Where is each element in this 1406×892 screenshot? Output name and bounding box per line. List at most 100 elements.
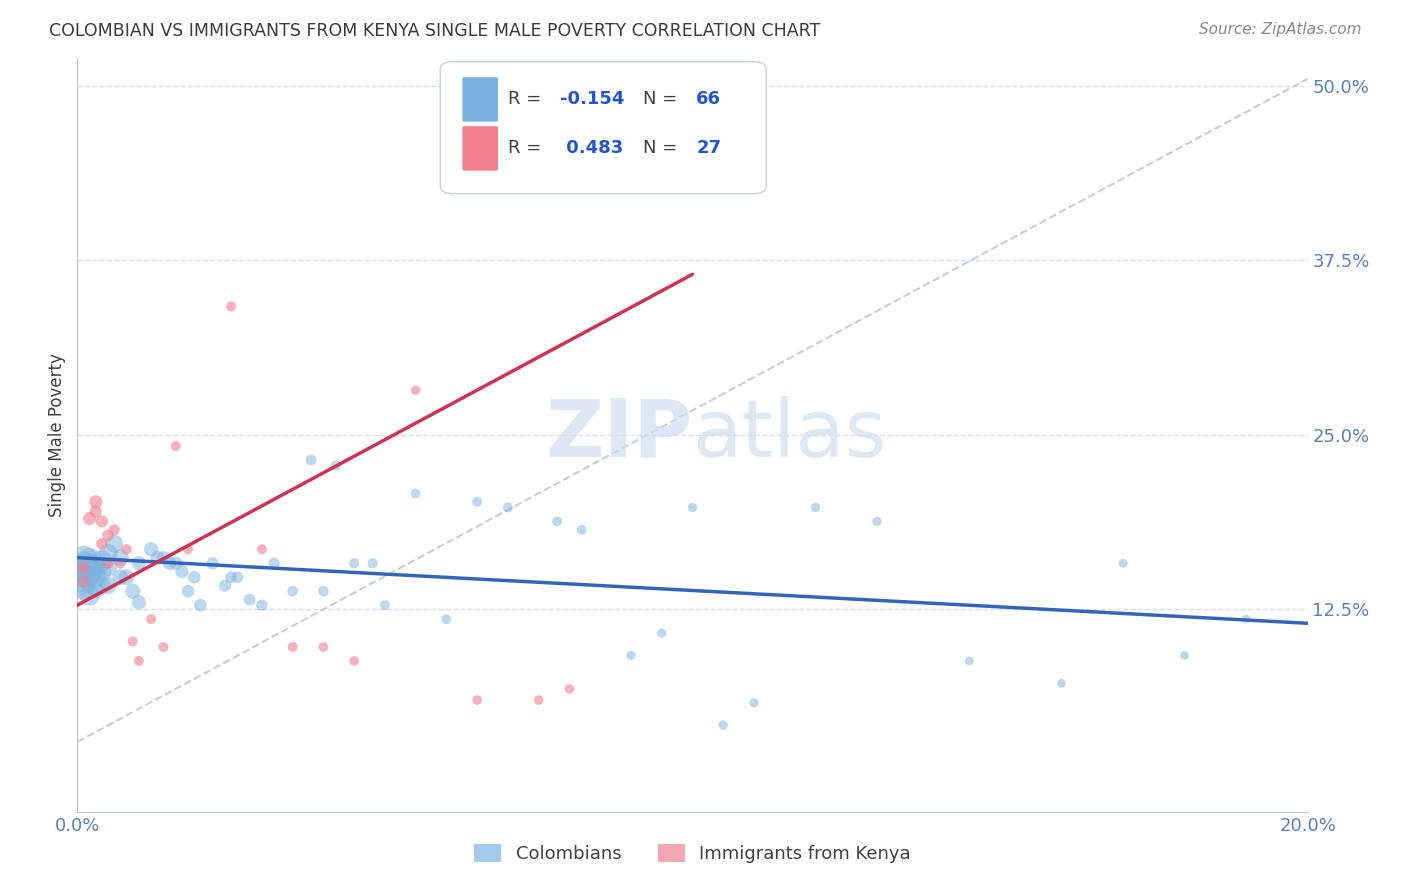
Point (343, 654, 366, 668)
Point (239, 592, 262, 607)
Point (115, 570, 138, 584)
Point (79, 553, 101, 567)
Point (214, 579, 236, 593)
Point (90, 553, 114, 567)
Point (527, 693, 550, 707)
Text: N =: N = (644, 139, 683, 157)
Point (165, 556, 187, 570)
Text: 27: 27 (696, 139, 721, 157)
Text: Source: ZipAtlas.com: Source: ZipAtlas.com (1198, 22, 1361, 37)
Point (281, 640, 304, 654)
Point (90, 579, 114, 593)
Point (110, 570, 132, 584)
Point (141, 612, 163, 626)
Point (299, 453, 322, 467)
Text: 66: 66 (696, 90, 721, 109)
Point (1174, 648, 1197, 663)
Point (152, 640, 174, 654)
Point (90, 565, 114, 579)
Text: -0.154: -0.154 (560, 90, 624, 109)
Text: R =: R = (508, 139, 547, 157)
Point (84, 560, 107, 574)
Point (72, 574, 94, 589)
Point (72, 582, 94, 596)
Point (84, 505, 107, 519)
Point (84, 495, 107, 509)
Point (79, 560, 101, 574)
Point (281, 584, 304, 599)
Point (711, 718, 734, 732)
Point (465, 495, 488, 509)
Point (188, 598, 212, 612)
Point (128, 654, 150, 668)
Point (405, 486, 427, 500)
Point (226, 570, 249, 584)
Point (165, 439, 187, 453)
Point (84, 582, 107, 596)
Point (436, 612, 458, 626)
Point (72, 553, 94, 567)
Point (405, 383, 427, 397)
Point (79, 511, 101, 525)
Point (110, 550, 132, 565)
Point (177, 542, 200, 557)
Point (571, 523, 593, 537)
Point (90, 515, 114, 529)
Point (72, 560, 94, 574)
Point (72, 574, 94, 589)
Legend: Colombians, Immigrants from Kenya: Colombians, Immigrants from Kenya (467, 837, 918, 871)
Point (84, 570, 107, 584)
Point (177, 584, 200, 599)
Point (219, 570, 242, 584)
Point (465, 693, 488, 707)
Text: 0.483: 0.483 (560, 139, 623, 157)
Point (1234, 612, 1257, 626)
Point (141, 542, 163, 557)
Point (651, 626, 673, 640)
Point (325, 458, 347, 473)
Point (128, 556, 150, 570)
Point (620, 648, 643, 663)
Point (97, 579, 120, 593)
Point (558, 681, 581, 696)
Point (79, 567, 101, 582)
Point (201, 556, 224, 570)
Point (682, 500, 704, 515)
Point (866, 515, 889, 529)
Point (263, 556, 285, 570)
Point (90, 537, 114, 551)
Point (72, 560, 94, 574)
Point (546, 515, 568, 529)
Point (343, 556, 366, 570)
FancyBboxPatch shape (440, 62, 766, 194)
Point (79, 588, 101, 602)
Point (361, 556, 384, 570)
Point (957, 654, 980, 668)
Text: N =: N = (644, 90, 683, 109)
Point (97, 528, 120, 542)
Point (374, 598, 396, 612)
Point (97, 556, 120, 570)
Point (103, 523, 125, 537)
Point (496, 500, 519, 515)
Text: ZIP: ZIP (546, 396, 693, 474)
Point (219, 300, 242, 314)
Point (121, 634, 143, 648)
Point (312, 584, 335, 599)
Point (250, 598, 273, 612)
Text: COLOMBIAN VS IMMIGRANTS FROM KENYA SINGLE MALE POVERTY CORRELATION CHART: COLOMBIAN VS IMMIGRANTS FROM KENYA SINGL… (49, 22, 821, 40)
Point (250, 542, 273, 557)
Point (183, 570, 205, 584)
Point (110, 556, 132, 570)
Point (72, 567, 94, 582)
Point (1112, 556, 1135, 570)
Point (804, 500, 827, 515)
FancyBboxPatch shape (463, 126, 498, 170)
Point (128, 595, 150, 609)
Point (121, 584, 143, 599)
Point (97, 560, 120, 574)
Text: R =: R = (508, 90, 547, 109)
Y-axis label: Single Male Poverty: Single Male Poverty (48, 353, 66, 516)
Point (97, 547, 120, 561)
FancyBboxPatch shape (463, 78, 498, 121)
